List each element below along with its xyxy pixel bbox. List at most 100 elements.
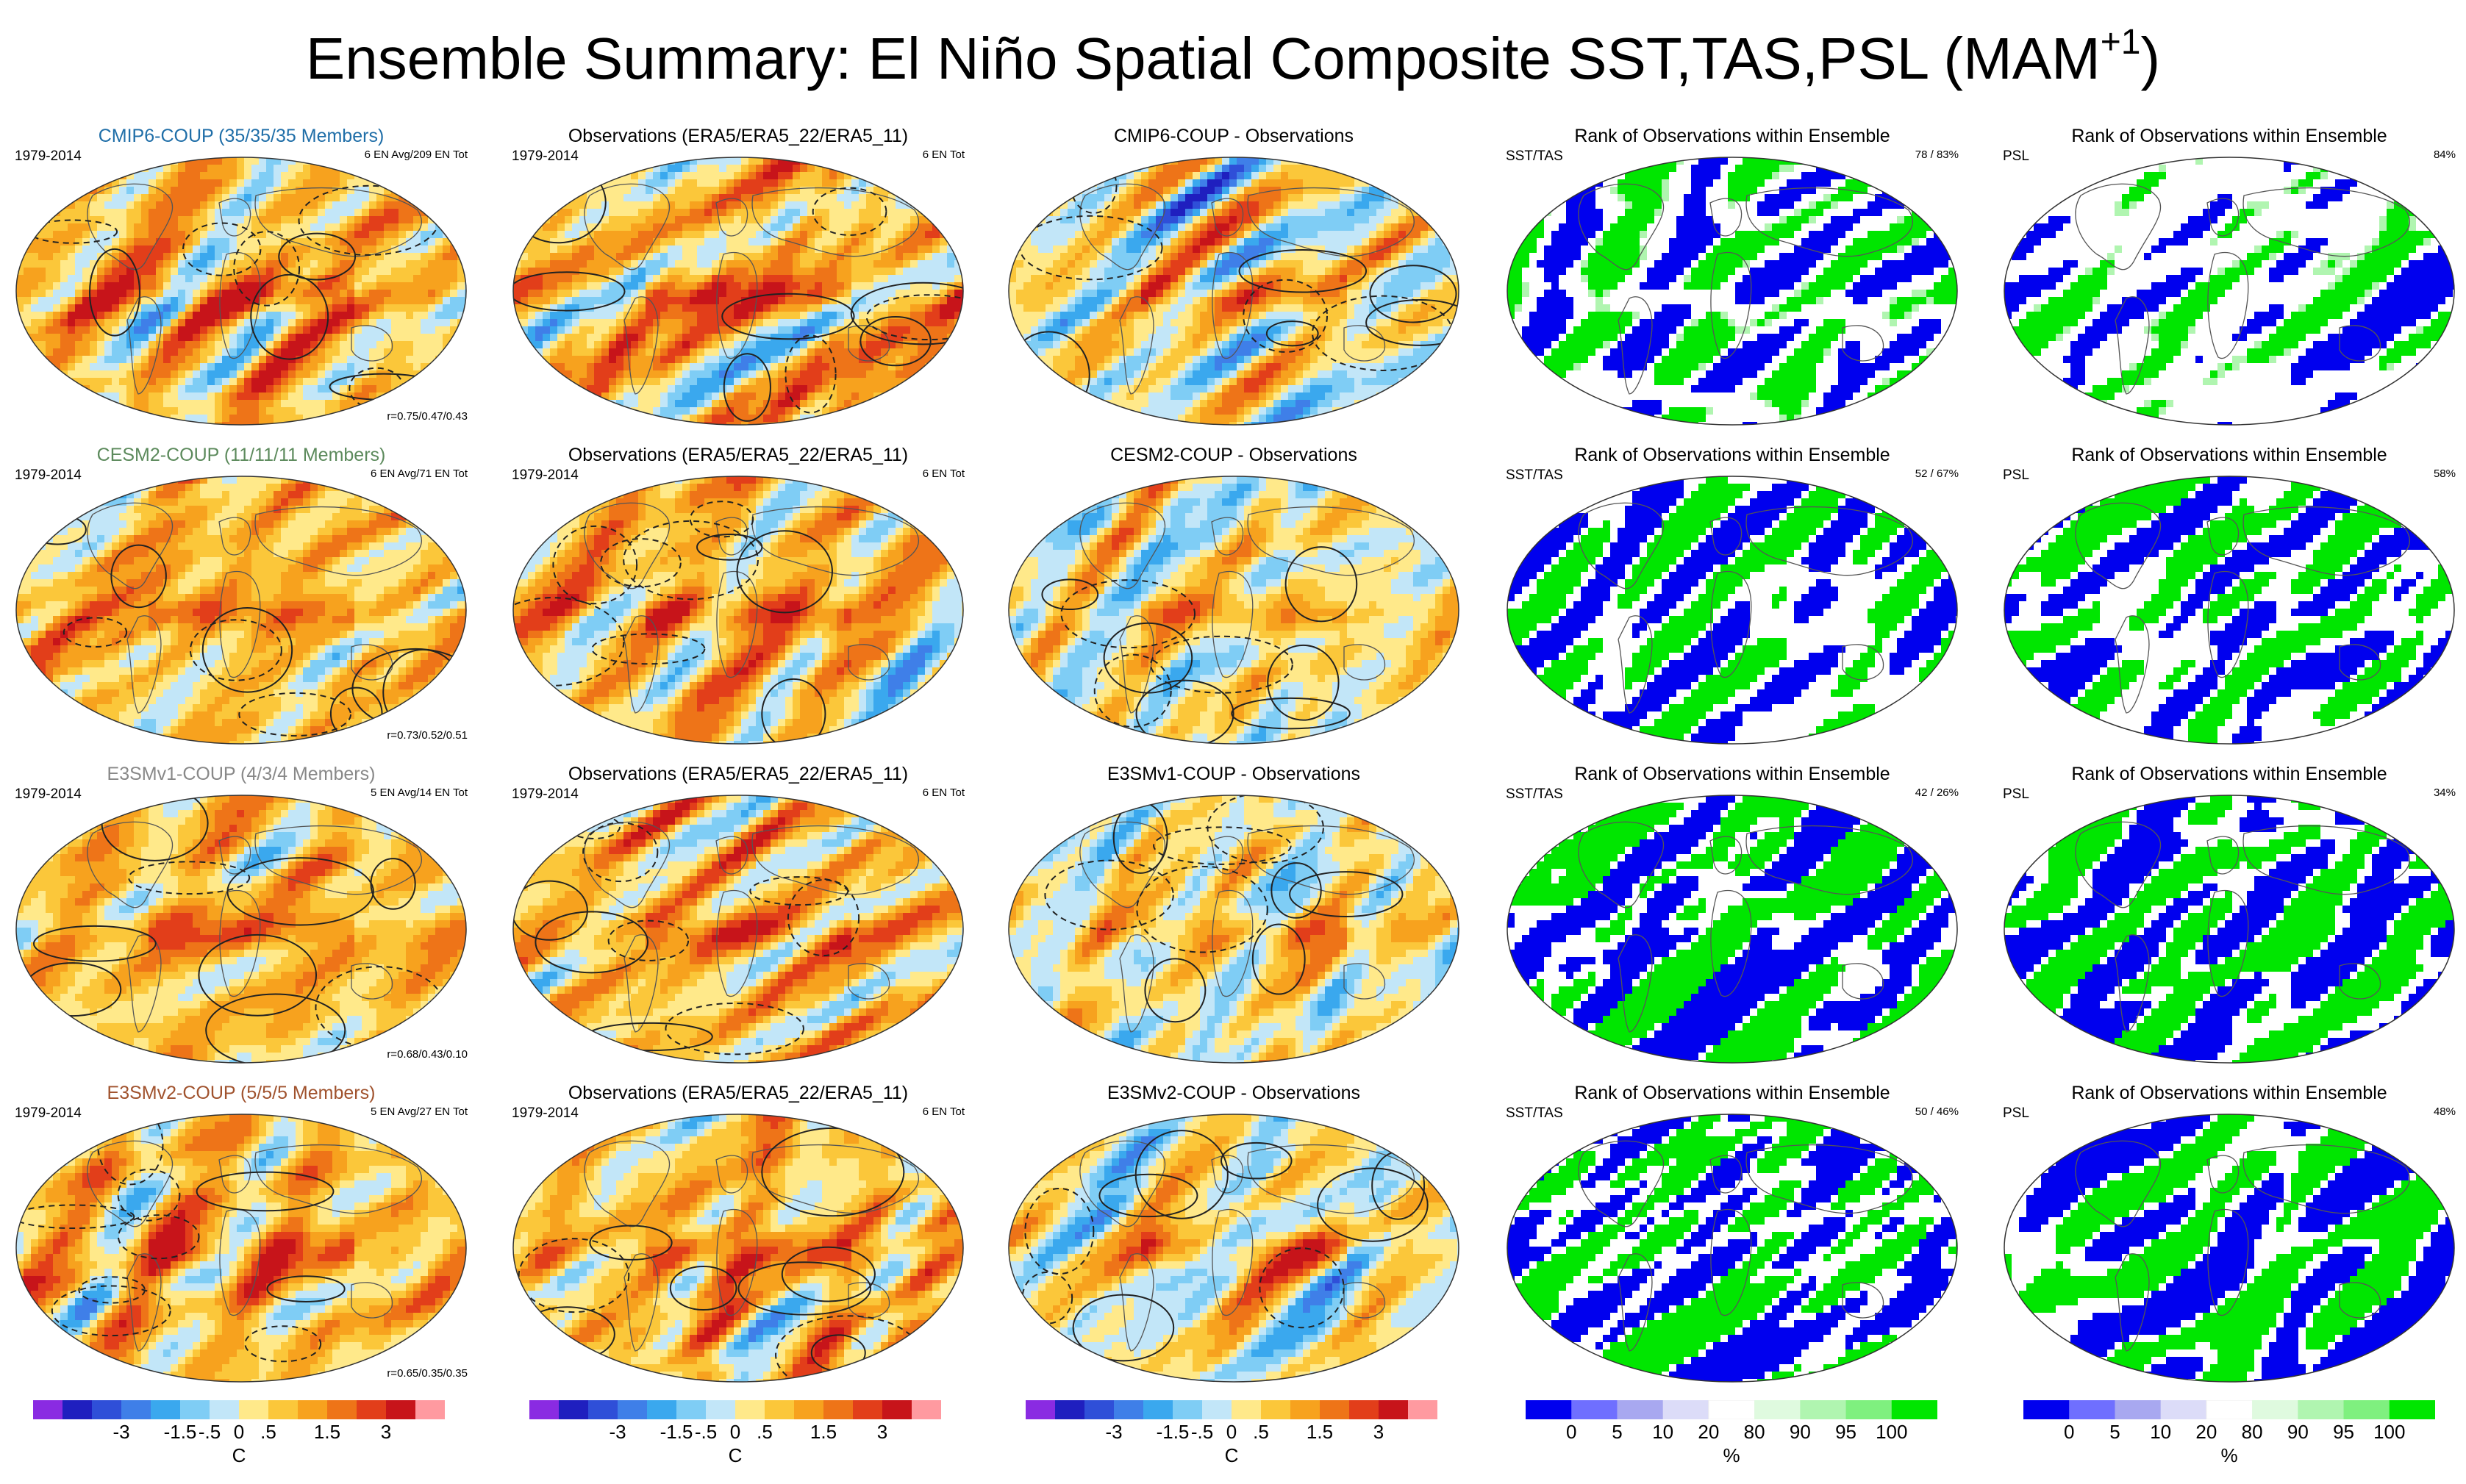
map-cell [513,201,521,209]
map-cell [940,194,948,202]
map-cell [421,253,429,261]
map-cell [1406,179,1414,187]
map-cell [1053,165,1061,173]
map-cell [281,165,289,173]
map-cell [859,356,867,364]
map-cell [362,378,370,386]
map-cell [1251,194,1259,202]
map-cell [104,415,112,423]
map-cell [16,187,24,195]
map-cell [215,348,223,356]
map-cell [888,407,896,415]
map-cell [185,187,193,195]
map-cell [229,348,237,356]
map-cell [756,209,764,217]
map-cell [237,253,245,261]
map-cell [638,385,646,393]
map-cell [318,238,326,246]
map-cell [435,260,443,268]
map-cell [24,370,32,379]
psl-contour [723,353,771,422]
map-cell [24,385,32,393]
map-cell [528,223,536,232]
map-cell [126,378,135,386]
globe-border [512,157,964,426]
map-cell [266,415,274,423]
map-cell [962,231,963,239]
map-cell [896,392,904,401]
map-cell [859,194,867,202]
map-cell [421,275,429,283]
map-cell [668,245,676,254]
map-cell [443,392,451,401]
map-cell [543,378,551,386]
map-cell [354,179,362,187]
map-cell [215,187,223,195]
map-cell [653,422,661,425]
map-cell [1060,172,1068,180]
map-cell [844,334,852,342]
map-cell [932,209,940,217]
map-cell [156,209,164,217]
map-cell [90,348,98,356]
map-cell [149,378,157,386]
map-cell [940,282,948,290]
map-cell [888,209,896,217]
map-cell [594,290,602,298]
map-cell [690,392,698,401]
map-cell [435,348,443,356]
map-cell [829,297,837,305]
map-cell [587,275,595,283]
map-cell [638,334,646,342]
map-cell [616,378,624,386]
map-cell [866,216,874,224]
map-cell [90,231,98,239]
map-cell [866,422,874,425]
map-cell [16,356,24,364]
map-cell [601,187,610,195]
map-cell [940,334,948,342]
map-cell [325,304,333,312]
map-cell [734,407,742,415]
map-cell [851,385,859,393]
map-cell [237,363,245,371]
map-cell [829,260,837,268]
map-cell [587,378,595,386]
map-cell [185,165,193,173]
map-cell [156,260,164,268]
map-cell [881,363,889,371]
map-cell [616,363,624,371]
map-cell [104,223,112,232]
map-cell [954,268,962,276]
map-cell [296,297,304,305]
map-cell [75,268,83,276]
map-cell [60,378,68,386]
map-cell [771,348,779,356]
map-cell [719,157,727,165]
map-cell [171,231,179,239]
map-cell [229,290,237,298]
map-cell [1016,172,1024,180]
map-cell [609,194,617,202]
map-cell [601,304,610,312]
map-cell [384,290,392,298]
map-cell [601,348,610,356]
map-cell [369,216,377,224]
map-cell [1237,165,1245,173]
map-cell [82,415,90,423]
map-cell [668,194,676,202]
map-cell [369,385,377,393]
map-cell [837,282,845,290]
map-cell [815,319,823,327]
map-cell [594,312,602,320]
map-cell [399,290,407,298]
map-cell [310,245,318,254]
map-cell [332,370,340,379]
map-cell [631,157,639,165]
map-cell [354,260,362,268]
map-cell [521,348,529,356]
map-cell [413,260,421,268]
map-cell [149,201,157,209]
map-cell [156,363,164,371]
map-cell [399,260,407,268]
